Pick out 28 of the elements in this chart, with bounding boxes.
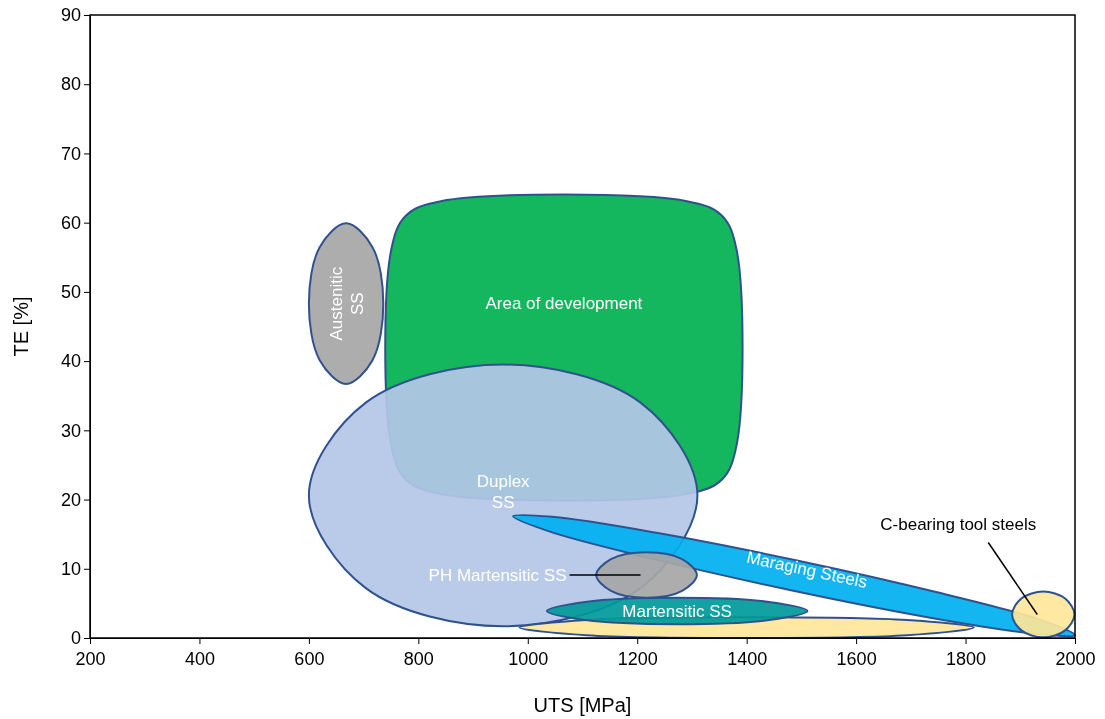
y-tick-label: 20 xyxy=(60,489,81,510)
y-tick-label: 0 xyxy=(70,628,81,649)
y-tick-label: 50 xyxy=(60,282,81,303)
x-tick-label: 800 xyxy=(403,649,434,669)
x-tick-label: 1200 xyxy=(617,649,658,669)
y-tick-label: 80 xyxy=(60,74,81,95)
series-label: PH Martensitic SS xyxy=(428,566,567,586)
x-tick-label: 200 xyxy=(75,649,106,669)
y-axis-title: TE [%] xyxy=(10,296,32,357)
series-label: Martensitic SS xyxy=(622,602,732,621)
x-tick-label: 1600 xyxy=(836,649,877,669)
x-tick-label: 1400 xyxy=(727,649,768,669)
series-label: Duplex SS xyxy=(476,471,531,512)
x-tick-label: 600 xyxy=(294,649,325,669)
x-tick-label: 1800 xyxy=(946,649,987,669)
x-tick-label: 2000 xyxy=(1055,649,1096,669)
y-tick-label: 70 xyxy=(60,143,81,164)
x-axis-title: UTS [MPa] xyxy=(533,694,632,716)
y-tick-label: 30 xyxy=(60,420,81,441)
y-tick-label: 60 xyxy=(60,212,81,233)
text: C-bearing tool steels xyxy=(880,515,1037,535)
x-tick-label: 400 xyxy=(184,649,215,669)
series-label: Area of development xyxy=(485,293,643,313)
y-tick-label: 40 xyxy=(60,351,81,372)
y-tick-label: 10 xyxy=(60,559,81,580)
x-tick-label: 1000 xyxy=(508,649,549,669)
y-tick-label: 90 xyxy=(60,5,81,26)
series-label: Austenitic SS xyxy=(326,266,367,341)
